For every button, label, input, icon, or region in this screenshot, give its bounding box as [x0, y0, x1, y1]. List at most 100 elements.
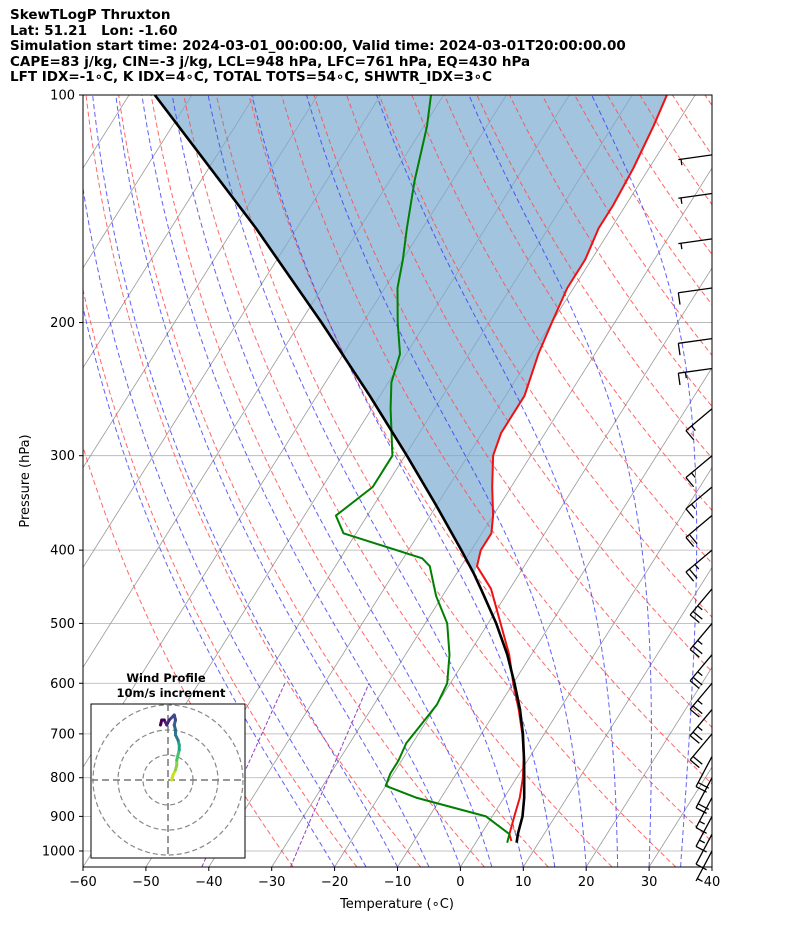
barb-staff — [689, 622, 713, 650]
x-tick-label: 0 — [456, 875, 464, 890]
axis-ticks: −60 −50 −40 −30 −20 −10 0 10 20 30 40 1000 900 800 700… — [42, 89, 720, 891]
x-tick-label: −60 — [69, 875, 96, 890]
isotherm-30 — [648, 766, 712, 867]
y-tick-label: 700 — [50, 727, 75, 742]
barb-flag — [685, 536, 695, 548]
barb-staff — [685, 549, 713, 573]
barb-flag — [689, 759, 700, 769]
barb-staff — [685, 515, 713, 538]
barb-flag — [697, 803, 710, 810]
barb-half-flag — [697, 699, 703, 705]
hodograph-subtitle: 10m/s increment — [117, 686, 226, 700]
adiabat-lines — [83, 95, 712, 867]
barb-flag — [685, 477, 695, 488]
barb-flag — [692, 705, 703, 715]
y-tick-label: 400 — [50, 544, 75, 559]
barb-flag — [688, 534, 698, 545]
barb-staff — [689, 654, 713, 682]
dry-adiabat-160 — [639, 95, 712, 206]
isotherm--140 — [0, 95, 66, 867]
hodograph-title: Wind Profile — [126, 671, 206, 685]
isotherm--110 — [83, 95, 256, 369]
barb-flag — [677, 373, 681, 386]
moist-adiabat--10 — [92, 95, 398, 867]
y-tick-label: 800 — [50, 771, 75, 786]
barb-flag — [695, 785, 707, 793]
barb-staff — [689, 709, 713, 737]
dry-adiabat-20 — [183, 95, 613, 867]
barb-flag — [685, 508, 695, 519]
time-line: Simulation start time: 2024-03-01_00:00:… — [10, 38, 626, 54]
barb-half-flag — [680, 159, 683, 166]
dry-adiabat-60 — [313, 95, 712, 729]
chart-header: SkewTLogP Thruxton Lat: 51.21 Lon: -1.60… — [10, 7, 626, 86]
wind-barb — [689, 709, 713, 744]
cape-fill-group — [154, 95, 667, 574]
index-line: LFT IDX=-1∘C, K IDX=4∘C, TOTAL TOTS=54∘C… — [10, 69, 493, 85]
moist-adiabat-10 — [207, 95, 524, 867]
wind-barb — [689, 588, 713, 624]
barb-staff — [678, 367, 713, 374]
dry-adiabat-30 — [215, 95, 677, 867]
isotherm--120 — [83, 95, 193, 269]
barb-flag — [695, 807, 707, 814]
moist-adiabat--5 — [115, 95, 430, 867]
barb-staff — [695, 850, 713, 882]
barb-flag — [685, 430, 695, 441]
location-line: Lat: 51.21 Lon: -1.60 — [10, 22, 178, 39]
barb-half-flag — [697, 878, 703, 883]
moist-adiabat-20 — [306, 95, 587, 867]
wind-barb — [695, 833, 713, 871]
dry-adiabat--30 — [83, 445, 294, 867]
wind-barb — [685, 408, 713, 441]
barb-half-flag — [697, 639, 703, 645]
moist-adiabat--20 — [83, 304, 336, 867]
x-tick-label: −10 — [384, 875, 411, 890]
barb-staff — [678, 192, 713, 199]
wind-barb — [695, 850, 713, 883]
x-tick-label: −20 — [321, 875, 348, 890]
wind-barb — [695, 756, 713, 793]
barb-flag — [677, 343, 681, 356]
barb-staff — [689, 682, 713, 710]
barb-flag — [695, 845, 707, 853]
moist-adiabat-40 — [711, 862, 712, 867]
wind-barb — [678, 238, 713, 250]
cape-line: CAPE=83 j/kg, CIN=-3 j/kg, LCL=948 hPa, … — [10, 53, 531, 70]
barb-flag — [689, 708, 700, 718]
barb-flag — [692, 755, 703, 765]
hodograph: Wind Profile 10m/s increment — [90, 671, 246, 859]
wind-barb — [685, 455, 713, 488]
y-tick-label: 1000 — [42, 844, 75, 859]
y-tick-label: 600 — [50, 677, 75, 692]
barb-staff — [695, 777, 713, 809]
dry-adiabat-40 — [248, 95, 712, 843]
wind-barb — [685, 549, 713, 582]
y-tick-label: 900 — [50, 810, 75, 825]
barb-flag — [689, 735, 700, 744]
moist-adiabat-25 — [376, 95, 619, 867]
y-tick-label: 200 — [50, 316, 75, 331]
barb-half-flag — [699, 820, 706, 825]
barb-staff — [685, 408, 713, 432]
dry-adiabat-50 — [281, 95, 712, 785]
x-tick-label: −40 — [195, 875, 222, 890]
wind-barb — [677, 337, 713, 356]
wind-barb — [689, 654, 713, 689]
dewpoint-line — [334, 95, 511, 843]
barb-flag — [689, 680, 700, 689]
wind-barb — [689, 682, 713, 718]
isotherm--150 — [0, 95, 3, 867]
dry-adiabat-170 — [671, 95, 712, 156]
wind-barb — [678, 192, 713, 204]
wind-barb — [678, 154, 713, 166]
dry-adiabat-10 — [150, 95, 549, 867]
wind-barb — [695, 777, 713, 814]
barb-half-flag — [697, 605, 703, 611]
dry-adiabat-70 — [346, 95, 712, 673]
barb-flag — [695, 827, 707, 834]
barb-flag — [697, 782, 710, 789]
barb-half-flag — [690, 425, 696, 431]
barb-half-flag — [690, 503, 696, 510]
